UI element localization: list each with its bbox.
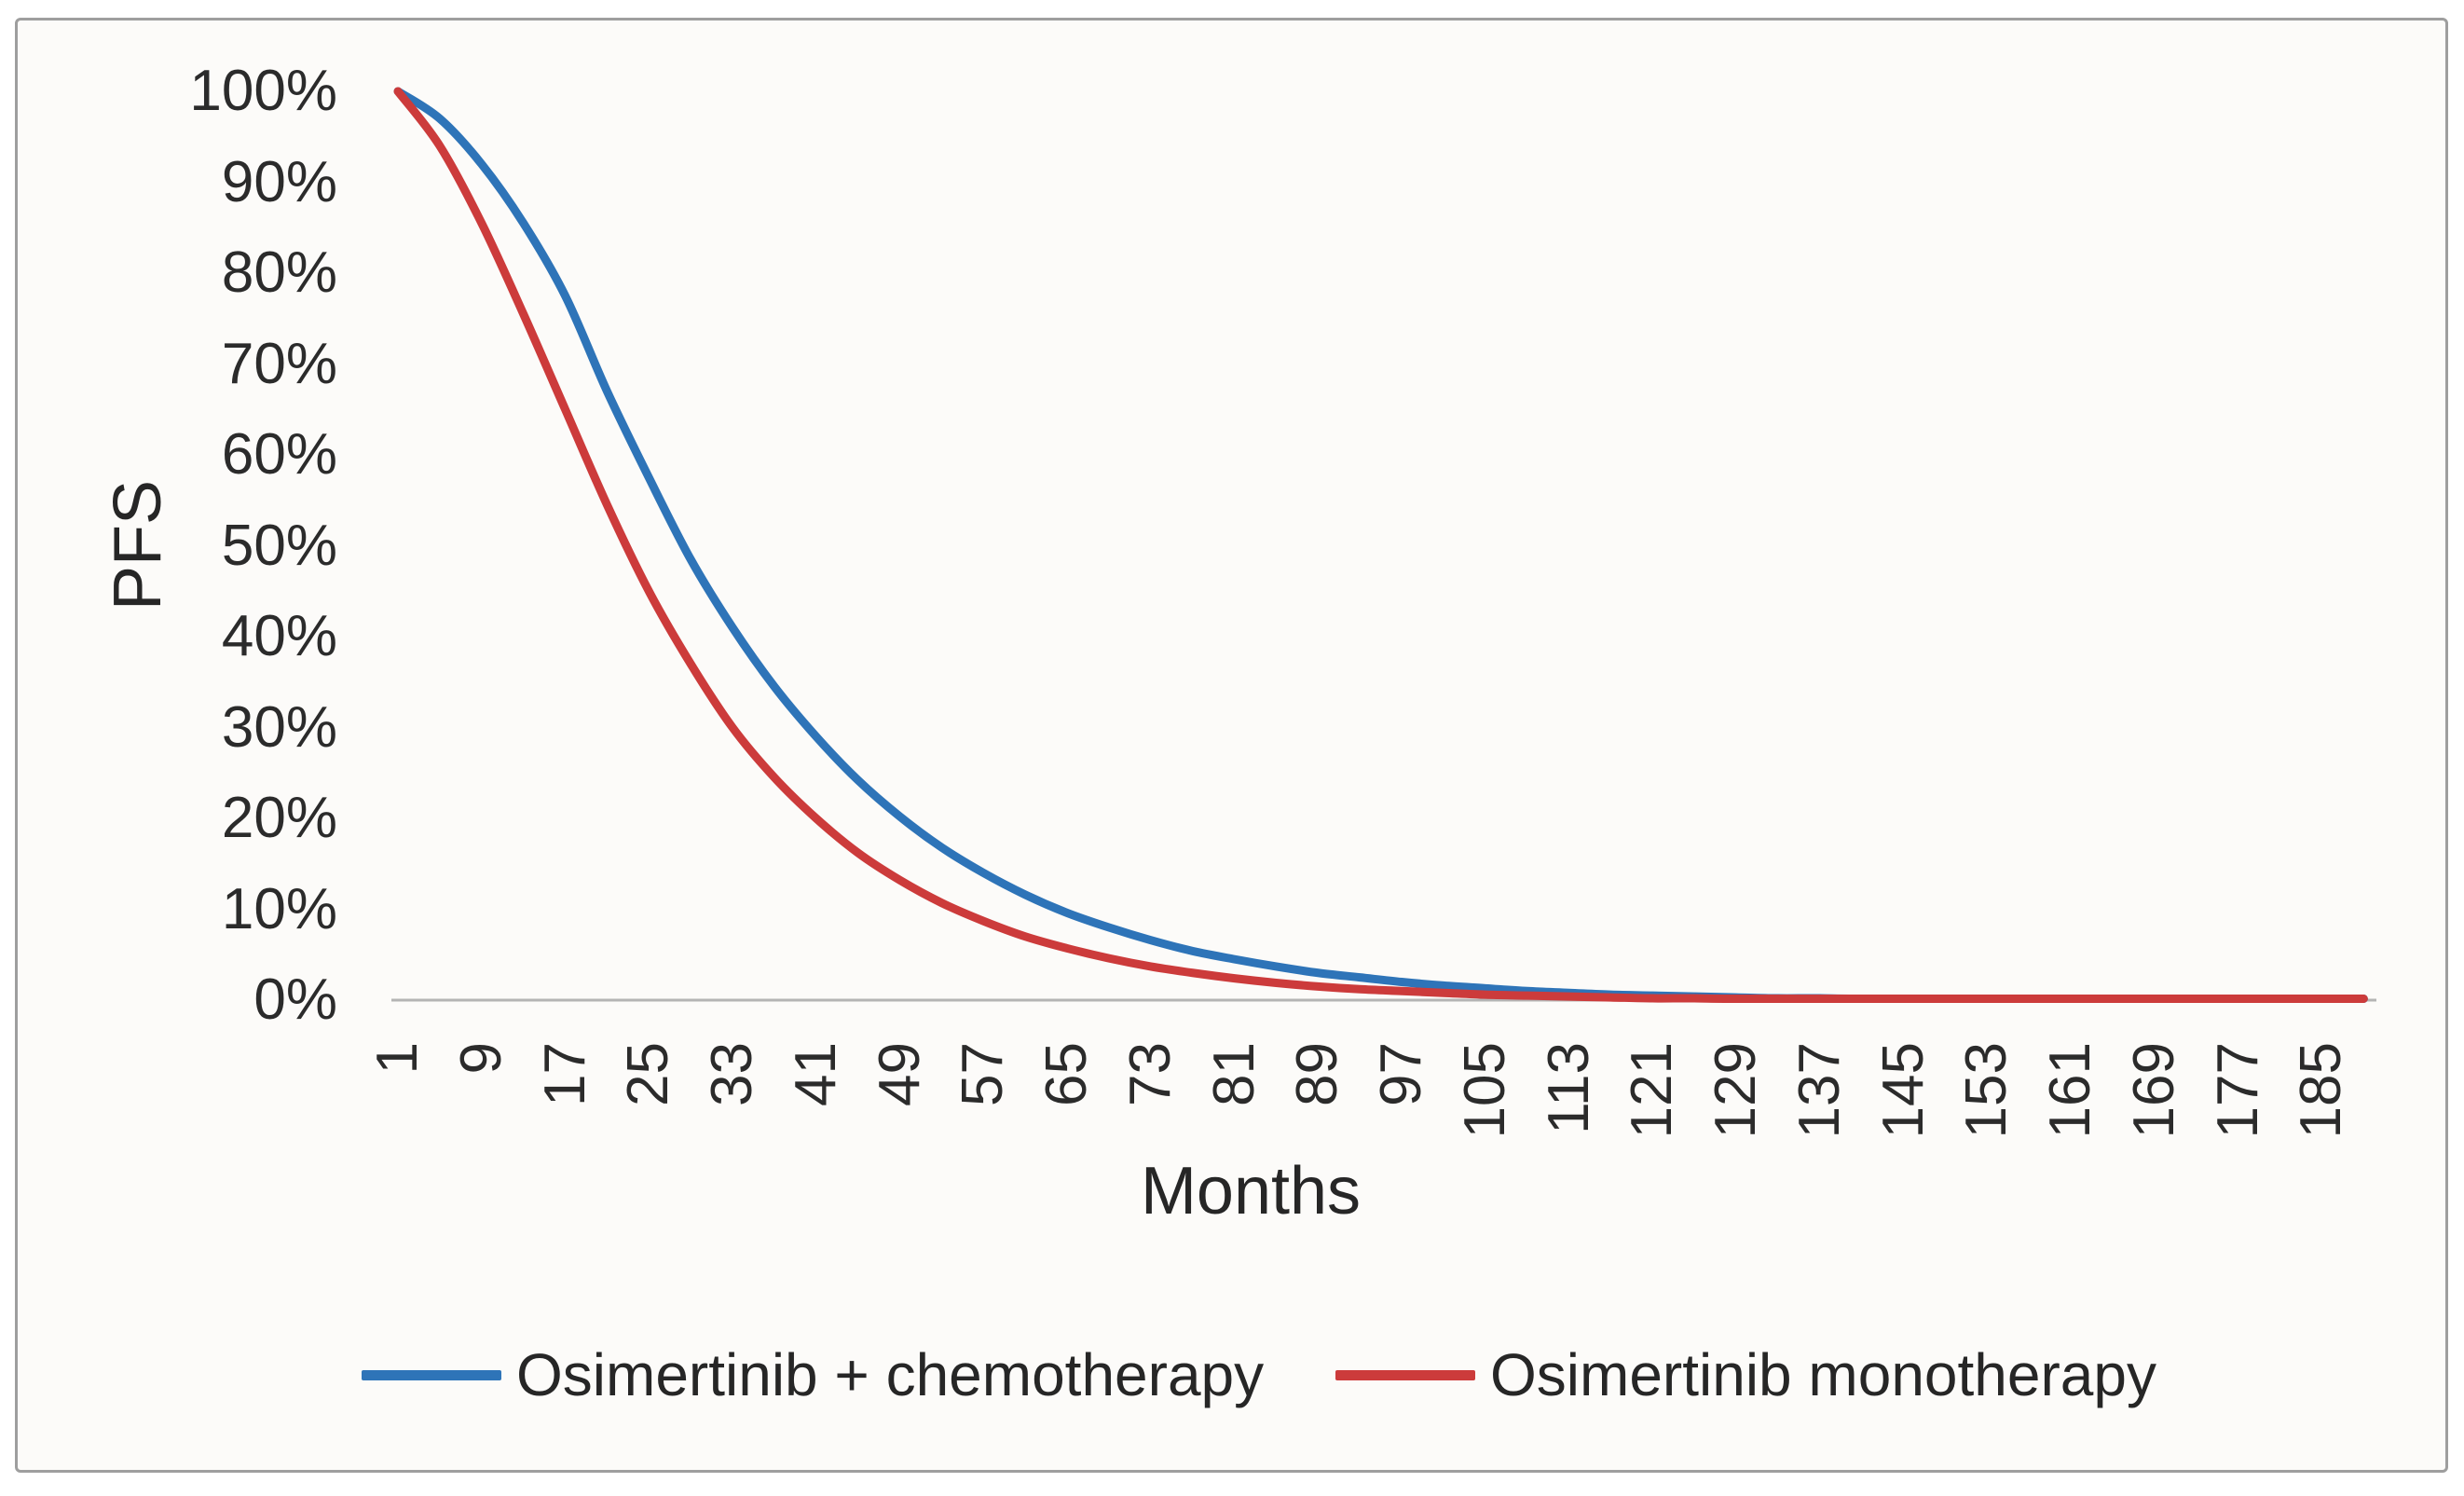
y-tick-label: 100% (189, 59, 337, 123)
y-axis-title: PFS (101, 479, 175, 611)
series-line-osimertinib-chemotherapy (393, 87, 2368, 1003)
legend-item-osimertinib-chemotherapy: Osimertinib + chemotherapy (362, 1342, 1264, 1407)
legend-label: Osimertinib monotherapy (1490, 1341, 2156, 1408)
y-tick-label: 20% (221, 786, 337, 850)
y-tick-label: 70% (221, 331, 337, 396)
y-tick-label: 0% (253, 968, 337, 1032)
legend-line-sample-red (1335, 1369, 1475, 1380)
x-axis-title: Months (1140, 1154, 1362, 1228)
legend-line-sample-blue (362, 1369, 501, 1380)
y-tick-label: 60% (221, 422, 337, 487)
y-tick-label: 40% (221, 604, 337, 668)
chart-frame (15, 18, 2448, 1473)
y-tick-label: 80% (221, 240, 337, 305)
y-tick-label: 30% (221, 694, 337, 760)
legend-label: Osimertinib + chemotherapy (516, 1341, 1265, 1408)
legend-item-osimertinib-monotherapy: Osimertinib monotherapy (1335, 1342, 2156, 1407)
series-line-osimertinib-monotherapy (393, 87, 2368, 1003)
y-tick-label: 50% (221, 513, 337, 578)
y-tick-label: 90% (221, 149, 337, 214)
y-tick-label: 10% (221, 876, 337, 941)
